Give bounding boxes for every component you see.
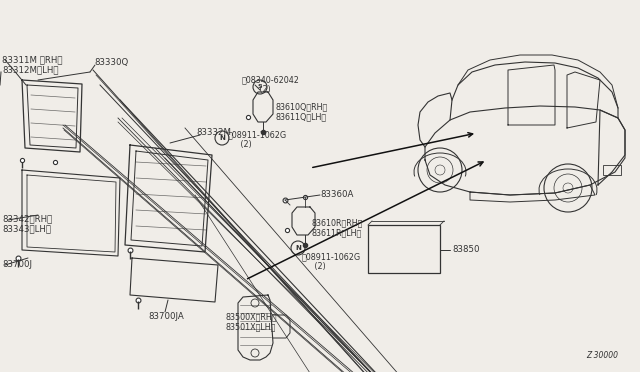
Text: Z 30000: Z 30000 — [586, 351, 618, 360]
Text: N: N — [295, 245, 301, 251]
Text: ⓝ08911-1062G
     (2): ⓝ08911-1062G (2) — [302, 252, 361, 272]
Text: 83332M: 83332M — [196, 128, 231, 137]
Text: Ⓝ08340-62042
       (2): Ⓝ08340-62042 (2) — [242, 75, 300, 94]
Text: S: S — [258, 84, 262, 90]
Text: 83342〈RH〉
83343〈LH〉: 83342〈RH〉 83343〈LH〉 — [2, 214, 52, 233]
Text: 83610R〈RH〉
83611R〈LH〉: 83610R〈RH〉 83611R〈LH〉 — [312, 218, 364, 237]
Text: 83500X〈RH〉
83501X〈LH〉: 83500X〈RH〉 83501X〈LH〉 — [225, 312, 276, 331]
Text: 83360A: 83360A — [320, 190, 353, 199]
Text: 83311M 〈RH〉
83312M〈LH〉: 83311M 〈RH〉 83312M〈LH〉 — [2, 55, 63, 74]
Text: 83330Q: 83330Q — [94, 58, 128, 67]
Text: 83700J: 83700J — [2, 260, 32, 269]
Bar — [368, 225, 440, 273]
Bar — [603, 165, 621, 175]
Text: 83610Q〈RH〉
83611Q〈LH〉: 83610Q〈RH〉 83611Q〈LH〉 — [275, 102, 327, 121]
Text: 83700JA: 83700JA — [148, 312, 184, 321]
Text: N: N — [219, 135, 225, 141]
Text: ⓝ08911-1062G
     (2): ⓝ08911-1062G (2) — [228, 130, 287, 150]
Text: 83850: 83850 — [452, 245, 479, 254]
